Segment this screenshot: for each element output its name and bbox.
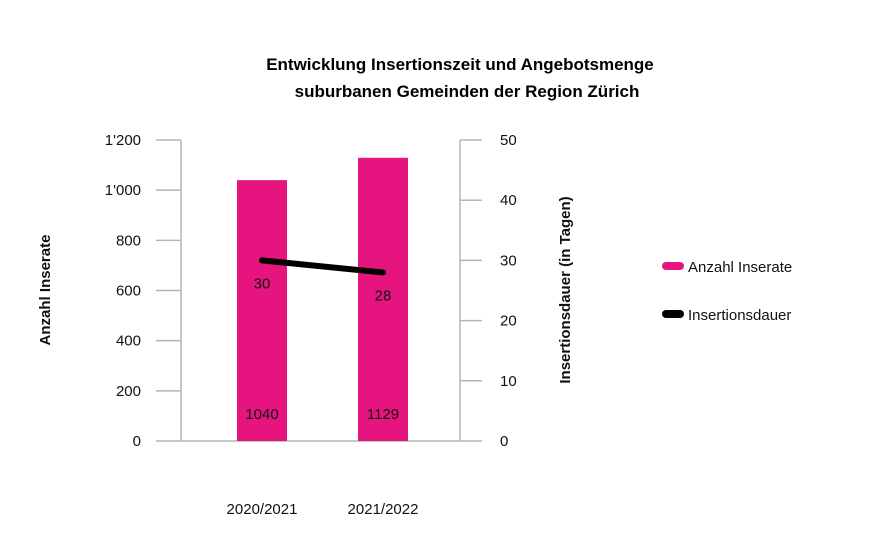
y-left-tick-label: 1'000 bbox=[105, 182, 141, 199]
y-right-tick-label: 50 bbox=[500, 132, 517, 149]
y-left-tick-label: 0 bbox=[133, 433, 141, 450]
y-right-tick-label: 0 bbox=[500, 433, 508, 450]
bar-value-label: 1129 bbox=[367, 406, 399, 423]
axes: 0 200 400 600 800 1'000 1'200 0 10 20 30 40 50 2020/2… bbox=[105, 132, 517, 518]
legend-label-bars: Anzahl Inserate bbox=[688, 259, 792, 276]
x-tick-label: 2021/2022 bbox=[348, 501, 419, 518]
legend-swatch-bars bbox=[662, 262, 684, 270]
y-left-tick-label: 800 bbox=[116, 232, 141, 249]
y-left-axis-title: Anzahl Inserate bbox=[37, 235, 54, 346]
bar bbox=[237, 180, 287, 441]
y-right-tick-label: 20 bbox=[500, 313, 517, 330]
y-right-tick-label: 40 bbox=[500, 192, 517, 209]
series-line bbox=[259, 257, 386, 276]
chart-title-line-1: Entwicklung Insertionszeit und Angebotsm… bbox=[266, 55, 654, 74]
legend-swatch-line bbox=[662, 310, 684, 318]
line-value-label: 30 bbox=[254, 275, 271, 292]
y-left-tick-label: 600 bbox=[116, 283, 141, 300]
y-left-tick-label: 200 bbox=[116, 383, 141, 400]
x-tick-label: 2020/2021 bbox=[227, 501, 298, 518]
y-right-tick-label: 30 bbox=[500, 252, 517, 269]
y-left-tick-label: 1'200 bbox=[105, 132, 141, 149]
y-left-tick-label: 400 bbox=[116, 333, 141, 350]
y-right-axis-title: Insertionsdauer (in Tagen) bbox=[557, 196, 574, 383]
bar-series bbox=[237, 157, 408, 441]
chart-title-line-2: suburbanen Gemeinden der Region Zürich bbox=[295, 82, 640, 101]
data-labels: 1040 1129 30 28 bbox=[245, 275, 399, 423]
bar bbox=[358, 157, 408, 441]
y-right-tick-label: 10 bbox=[500, 373, 517, 390]
line-series bbox=[259, 257, 386, 276]
legend: Anzahl Inserate Insertionsdauer bbox=[662, 259, 792, 324]
bar-value-label: 1040 bbox=[245, 406, 278, 423]
line-value-label: 28 bbox=[375, 287, 392, 304]
legend-label-line: Insertionsdauer bbox=[688, 307, 791, 324]
